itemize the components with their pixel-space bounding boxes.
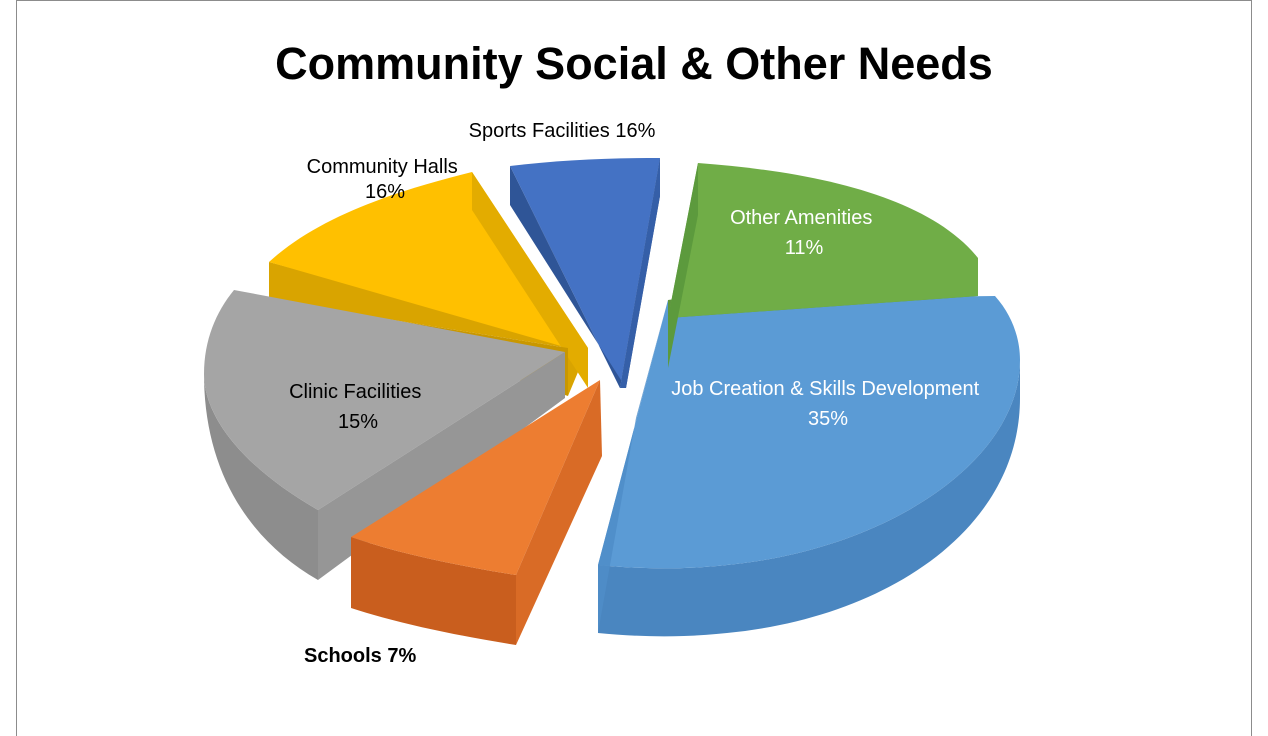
chart-title: Community Social & Other Needs (275, 38, 993, 89)
label-job-creation-name: Job Creation & Skills Development (671, 378, 979, 400)
slice-schools (351, 380, 602, 645)
slice-clinic-facilities-top (204, 290, 565, 510)
label-schools: Schools 7% (304, 645, 416, 667)
slice-job-creation-side (598, 360, 1020, 637)
slice-other-amenities-cut (668, 163, 698, 368)
slice-job-creation-top (598, 296, 1020, 569)
slice-community-halls-side (269, 262, 588, 396)
label-other-amenities-pct: 11% (785, 237, 824, 259)
label-other-amenities-name: Other Amenities (730, 207, 872, 229)
label-clinic-facilities-name: Clinic Facilities (289, 381, 421, 403)
label-community-halls-name: Community Halls (307, 156, 458, 178)
slice-job-creation (598, 296, 1020, 637)
label-schools-text: Schools 7% (304, 645, 416, 667)
label-other-amenities: Other Amenities 11% (730, 207, 878, 259)
slice-schools-top (351, 380, 600, 575)
slice-sports-facilities-top (510, 158, 660, 388)
label-clinic-facilities-pct: 15% (338, 411, 378, 433)
slice-schools-cut (516, 380, 602, 645)
label-job-creation: Job Creation & Skills Development 35% (671, 378, 984, 430)
label-sports-facilities: Sports Facilities 16% (469, 120, 656, 142)
label-sports-facilities-text: Sports Facilities 16% (469, 120, 656, 142)
slice-schools-side (351, 537, 516, 645)
label-community-halls-pct: 16% (365, 181, 405, 203)
label-job-creation-pct: 35% (808, 408, 848, 430)
slice-sports-facilities (510, 158, 660, 388)
slice-sports-facilities-side2 (620, 158, 660, 388)
slice-other-amenities-top (668, 163, 978, 318)
slice-other-amenities (668, 163, 978, 368)
slice-community-halls-top (269, 172, 588, 348)
label-community-halls: Community Halls 16% (307, 156, 464, 203)
label-clinic-facilities: Clinic Facilities 15% (289, 381, 427, 433)
slice-community-halls-cut (472, 172, 588, 388)
slice-clinic-facilities-side (204, 374, 318, 580)
